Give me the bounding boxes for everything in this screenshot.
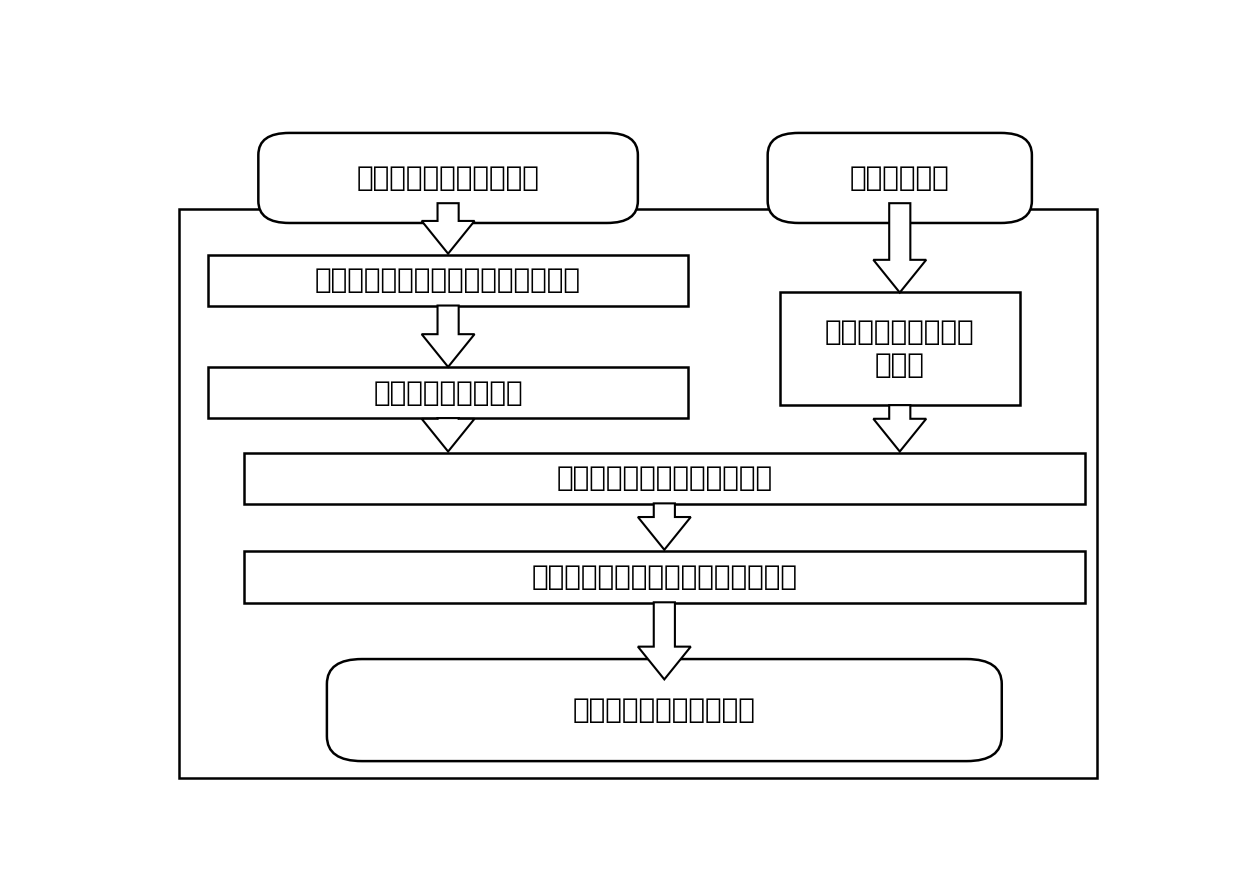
FancyBboxPatch shape — [327, 659, 1002, 761]
Polygon shape — [422, 203, 475, 253]
Text: 农林地块特征曲线与物候特征库匹配: 农林地块特征曲线与物候特征库匹配 — [531, 563, 797, 591]
Text: 中高分辨率时序遥感数据: 中高分辨率时序遥感数据 — [357, 164, 539, 192]
Polygon shape — [422, 306, 475, 367]
Bar — [179, 209, 1096, 778]
Text: 农林地块识别及特征曲线提取: 农林地块识别及特征曲线提取 — [557, 464, 773, 492]
FancyBboxPatch shape — [768, 133, 1032, 223]
Bar — [244, 551, 1085, 602]
Polygon shape — [422, 418, 475, 452]
Polygon shape — [873, 203, 926, 292]
Bar — [208, 254, 688, 306]
Text: 农林作物物候特征库
的建立: 农林作物物候特征库 的建立 — [825, 318, 975, 378]
Polygon shape — [873, 405, 926, 452]
FancyBboxPatch shape — [258, 133, 637, 223]
Text: 多尺度时空遥感分析: 多尺度时空遥感分析 — [373, 379, 523, 407]
Bar — [780, 292, 1019, 405]
Bar — [244, 453, 1085, 504]
Polygon shape — [637, 503, 691, 549]
Bar — [208, 368, 688, 418]
Polygon shape — [637, 602, 691, 680]
Text: 历史监测数据: 历史监测数据 — [849, 164, 950, 192]
Text: 识别出遥感农林作物类别: 识别出遥感农林作物类别 — [573, 696, 755, 724]
Text: 中高分辨率时序遥感数据的交叉定标: 中高分辨率时序遥感数据的交叉定标 — [315, 267, 582, 294]
